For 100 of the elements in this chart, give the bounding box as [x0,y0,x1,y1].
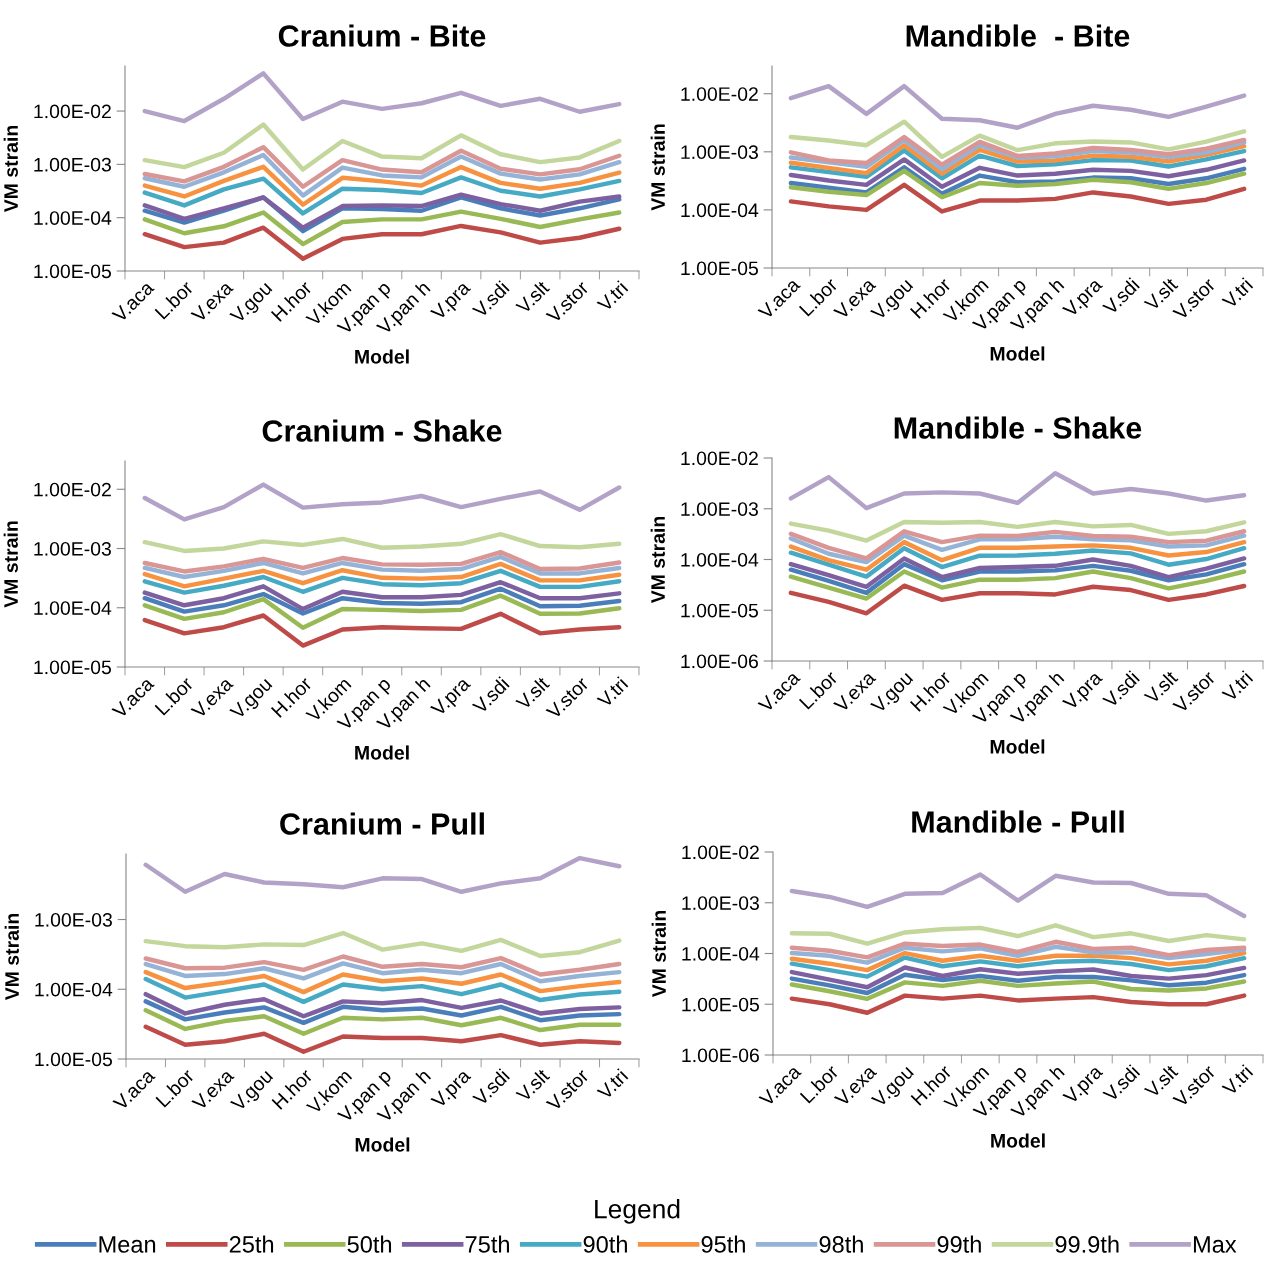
legend-label: 25th [229,1235,274,1253]
x-axis-title: Model [990,739,1045,754]
x-tick-label: V.tri [596,1068,629,1101]
line-series [788,519,1247,543]
line-series [142,164,622,207]
legend-title: Legend [595,1199,680,1224]
line-series [142,71,622,124]
line-series [789,972,1247,996]
line-series [142,554,622,580]
line-series [789,993,1247,1015]
y-axis-title: VM strain [651,910,666,998]
y-tick-label: 1.00E-05 [34,660,111,675]
line-series [788,119,1247,160]
line-series [788,539,1247,572]
y-axis-title: VM strain [4,913,19,1001]
line-series [142,122,622,172]
line-series [788,471,1247,511]
legend-label: 98th [819,1235,863,1253]
y-tick-label: 1.00E-04 [34,601,112,615]
y-tick-label: 1.00E-05 [35,1052,112,1067]
legend-label: 99th [937,1235,981,1253]
x-axis-title: Model [991,1133,1045,1148]
y-tick-label: 1.00E-04 [34,211,112,225]
line-series [143,855,622,894]
line-series [788,545,1247,579]
y-axis-title: VM strain [650,516,665,604]
line-series [789,872,1247,919]
x-axis-title: Model [355,1137,410,1152]
line-series [143,954,622,977]
line-series [143,991,622,1019]
y-tick-label: 1.00E-05 [682,997,759,1012]
line-series [789,965,1247,990]
line-series [142,175,622,216]
line-series [143,969,622,995]
x-tick-label: V.tri [596,676,629,709]
y-tick-label: 1.00E-03 [34,157,111,172]
y-tick-label: 1.00E-02 [681,87,758,101]
legend-label: 90th [583,1235,627,1253]
line-series [142,568,622,595]
y-tick-label: 1.00E-03 [681,145,758,160]
chart-title: Cranium - Shake [262,419,502,442]
y-tick-label: 1.00E-04 [35,982,113,997]
legend-label: 95th [701,1235,745,1253]
line-series [142,549,622,574]
legend-label: 75th [465,1235,509,1253]
y-tick-label: 1.00E-03 [34,541,111,556]
y-tick-label: 1.00E-03 [681,502,758,516]
y-tick-label: 1.00E-05 [681,261,758,276]
y-tick-label: 1.00E-04 [681,203,759,218]
line-series [789,923,1247,946]
line-series [142,586,622,616]
y-axis-title: VM strain [3,521,18,608]
y-tick-label: 1.00E-03 [682,896,759,910]
y-tick-label: 1.00E-05 [34,264,111,279]
line-series [143,961,622,984]
line-series [142,209,622,247]
legend-label: Mean [99,1236,156,1253]
line-series [788,182,1247,214]
chart-title: Cranium - Bite [278,24,486,47]
y-tick-label: 1.00E-02 [681,451,758,466]
line-series [789,939,1247,960]
x-tick-label: V.tri [1221,1064,1254,1097]
y-tick-label: 1.00E-02 [34,104,111,119]
x-axis-title: Model [990,346,1045,361]
legend-label: 99.9th [1055,1235,1119,1253]
line-series [788,83,1247,130]
line-series [788,148,1247,181]
y-tick-label: 1.00E-06 [682,1048,759,1063]
line-series [143,999,622,1026]
legend-label: Max [1193,1236,1237,1253]
line-series [789,944,1247,965]
line-series [789,978,1247,1002]
x-tick-label: V.tri [1220,277,1254,310]
line-series [142,482,622,522]
x-axis-title: Model [355,349,409,364]
legend-label: 50th [347,1235,392,1253]
line-series [143,1024,622,1054]
y-axis-title: VM strain [3,125,18,213]
line-series [788,556,1247,589]
line-series [142,561,622,589]
y-tick-label: 1.00E-02 [34,482,111,497]
line-series [143,976,622,1005]
line-series [142,593,622,630]
line-series [142,223,622,261]
line-series [142,152,622,198]
line-series [788,157,1247,190]
y-tick-label: 1.00E-02 [682,845,759,860]
chart-title: Mandible - Shake [894,416,1142,439]
line-series [789,950,1247,973]
y-tick-label: 1.00E-04 [682,946,760,961]
x-axis-title: Model [355,745,409,760]
line-series [142,531,622,554]
chart-title: Mandible - Pull [912,810,1124,833]
y-tick-label: 1.00E-03 [35,912,112,927]
y-axis-title: VM strain [650,124,665,211]
chart-title: Mandible - Bite [906,24,1130,47]
x-tick-label: V.pra [430,1069,472,1109]
line-series [142,611,622,648]
chart-title: Cranium - Pull [280,812,484,835]
y-tick-label: 1.00E-04 [681,552,759,567]
